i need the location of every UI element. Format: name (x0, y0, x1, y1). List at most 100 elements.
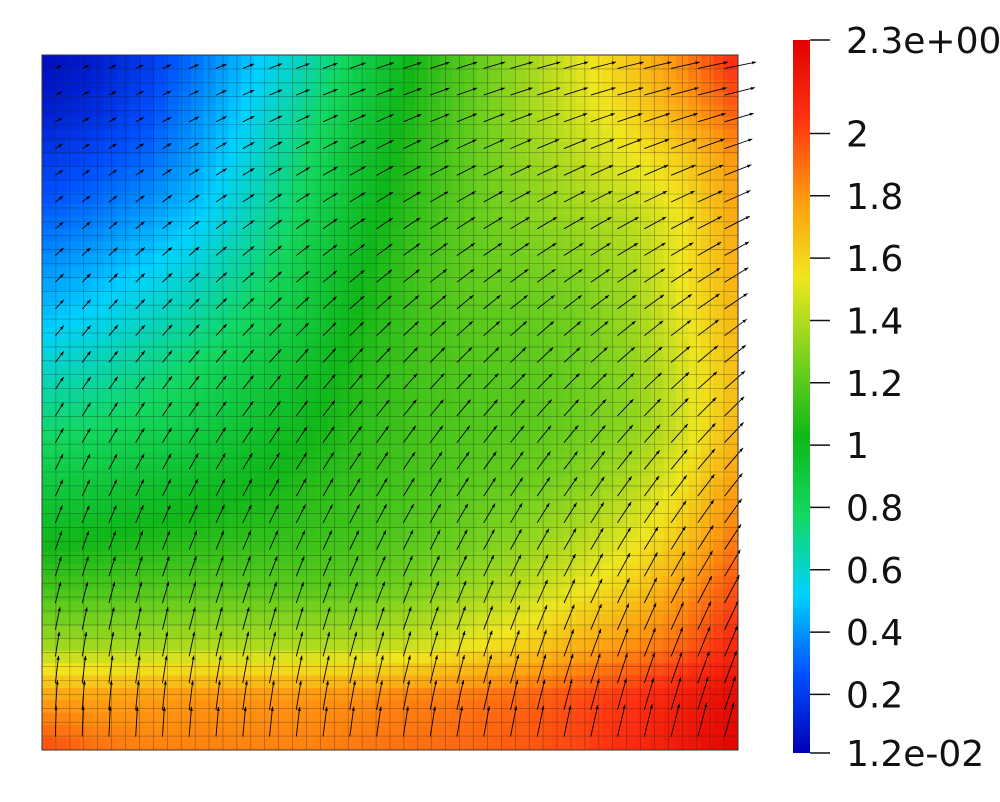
heatmap-cell (129, 377, 143, 391)
heatmap-cell (390, 166, 404, 180)
heatmap-cell (104, 737, 118, 750)
heatmap-cell (601, 439, 615, 453)
heatmap-cell (501, 539, 515, 553)
vector-arrow-head (515, 679, 519, 684)
vector-arrow-head (743, 293, 748, 297)
vector-arrow-head (277, 271, 282, 276)
heatmap-cell (141, 377, 155, 391)
heatmap-cell (153, 625, 167, 639)
heatmap-cell (402, 613, 416, 627)
heatmap-cell (104, 576, 118, 590)
heatmap-cell (390, 377, 404, 391)
vector-arrow (724, 318, 747, 337)
vector-arrow-head (681, 577, 685, 582)
vector-arrow (697, 241, 722, 256)
heatmap-cell (651, 340, 665, 354)
heatmap-cell (452, 315, 466, 329)
heatmap-cell (564, 352, 578, 366)
heatmap-cell (278, 92, 292, 106)
heatmap-cell (228, 290, 242, 304)
heatmap-cell (514, 303, 528, 317)
vector-arrow-head (383, 478, 388, 483)
vector-arrow (643, 677, 655, 711)
heatmap-cell (651, 390, 665, 404)
vector-arrow-head (222, 64, 227, 68)
heatmap-cell (663, 328, 677, 342)
heatmap-cell (303, 365, 317, 379)
heatmap-cell (601, 141, 615, 155)
heatmap-cell (489, 514, 503, 528)
vector-arrow-head (276, 452, 280, 458)
heatmap-cell (303, 117, 317, 131)
heatmap-cell (427, 737, 441, 750)
heatmap-cell (414, 501, 428, 515)
heatmap-cell (427, 253, 441, 267)
vector-arrow (402, 631, 412, 657)
heatmap-cell (564, 265, 578, 279)
heatmap-cell (253, 650, 267, 664)
heatmap-cell (203, 489, 217, 503)
heatmap-cell (178, 663, 192, 677)
vector-arrow-head (748, 138, 753, 142)
heatmap-cell (203, 117, 217, 131)
heatmap-cell (265, 328, 279, 342)
vector-arrow-head (491, 529, 495, 534)
heatmap-cell (576, 117, 590, 131)
heatmap-cell (688, 576, 702, 590)
vector-arrow (322, 680, 329, 710)
vector-arrow (215, 655, 222, 684)
heatmap-cell (501, 67, 515, 81)
vector-arrow-head (112, 143, 117, 148)
heatmap-cell (402, 663, 416, 677)
heatmap-cell (588, 303, 602, 317)
heatmap-cell (116, 476, 130, 490)
heatmap-cell (240, 625, 254, 639)
heatmap-cell (216, 315, 230, 329)
vector-arrow-head (84, 631, 88, 637)
heatmap-cell (315, 601, 329, 615)
heatmap-cell (526, 129, 540, 143)
heatmap-cell (402, 352, 416, 366)
heatmap-cell (42, 352, 56, 366)
heatmap-cell (601, 501, 615, 515)
vector-arrow (697, 651, 710, 684)
heatmap-cell (638, 166, 652, 180)
heatmap-cell (688, 352, 702, 366)
heatmap-cell (377, 675, 391, 689)
vector-arrow-head (610, 113, 615, 117)
heatmap-cell (551, 427, 565, 441)
heatmap-cell (191, 67, 205, 81)
vector-arrow-head (299, 655, 303, 660)
heatmap-cell (203, 712, 217, 726)
vector-arrow (295, 655, 303, 684)
heatmap-cell (390, 315, 404, 329)
heatmap-cell (365, 402, 379, 416)
heatmap-cell (588, 712, 602, 726)
vector-arrow-head (140, 453, 145, 458)
heatmap-cell (539, 340, 553, 354)
heatmap-cell (626, 501, 640, 515)
heatmap-cell (216, 489, 230, 503)
heatmap-cell (203, 92, 217, 106)
heatmap-cell (377, 203, 391, 217)
vector-arrow-head (193, 556, 197, 561)
heatmap-cell (303, 104, 317, 118)
vector-arrow (644, 138, 670, 150)
heatmap-cell (613, 228, 627, 242)
heatmap-cell (663, 452, 677, 466)
heatmap-cell (514, 464, 528, 478)
heatmap-cell (290, 526, 304, 540)
heatmap-cell (452, 439, 466, 453)
heatmap-cell (464, 501, 478, 515)
heatmap-cell (477, 216, 491, 230)
vector-arrow-head (57, 631, 61, 636)
vector-arrow-head (333, 192, 338, 197)
heatmap-cell (526, 203, 540, 217)
vector-arrow (563, 61, 589, 69)
vector-arrow-head (389, 62, 394, 66)
vector-arrow-head (554, 139, 560, 143)
heatmap-cell (228, 117, 242, 131)
vector-arrow-head (277, 245, 282, 250)
heatmap-cell (651, 675, 665, 689)
heatmap-cell (315, 390, 329, 404)
